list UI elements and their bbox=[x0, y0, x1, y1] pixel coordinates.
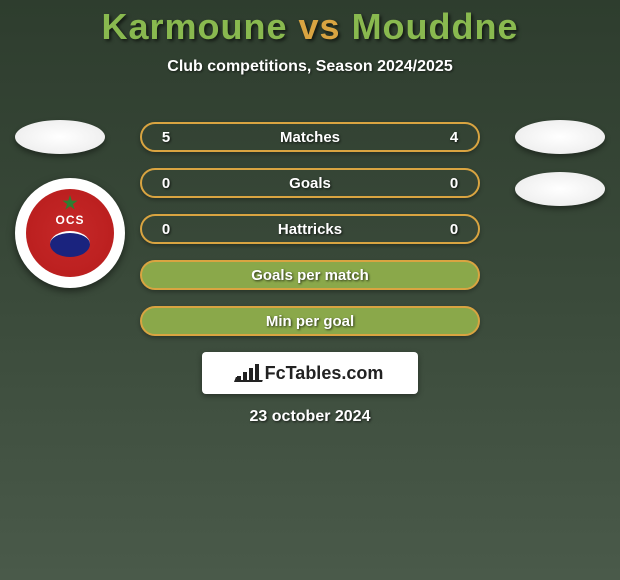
club-badge-inner: OCS bbox=[26, 189, 114, 277]
snapshot-date: 23 october 2024 bbox=[250, 408, 371, 426]
vs-separator: vs bbox=[299, 6, 341, 47]
stat-right-value: 0 bbox=[444, 221, 464, 238]
club-badge: OCS bbox=[15, 178, 125, 288]
player2-avatar-placeholder-2 bbox=[515, 172, 605, 206]
branding-box: FcTables.com bbox=[202, 352, 418, 394]
season-subtitle: Club competitions, Season 2024/2025 bbox=[0, 58, 620, 76]
bar-chart-icon bbox=[237, 364, 259, 382]
stat-label: Hattricks bbox=[278, 221, 342, 238]
player2-avatar-placeholder-1 bbox=[515, 120, 605, 154]
stat-bar: Goals per match bbox=[140, 260, 480, 290]
stat-bar: Min per goal bbox=[140, 306, 480, 336]
club-abbr: OCS bbox=[55, 213, 84, 227]
stat-right-value: 4 bbox=[444, 129, 464, 146]
stat-label: Goals bbox=[289, 175, 331, 192]
stat-bars: 5 Matches 4 0 Goals 0 0 Hattricks 0 Goals per mat… bbox=[140, 122, 480, 352]
club-ball-icon bbox=[50, 231, 90, 257]
stat-bar: 0 Goals 0 bbox=[140, 168, 480, 198]
stat-bar: 0 Hattricks 0 bbox=[140, 214, 480, 244]
player1-avatar-placeholder bbox=[15, 120, 105, 154]
player1-name: Karmoune bbox=[101, 6, 287, 47]
stat-label: Goals per match bbox=[251, 267, 369, 284]
stat-left-value: 5 bbox=[156, 129, 176, 146]
stat-bar: 5 Matches 4 bbox=[140, 122, 480, 152]
stat-label: Matches bbox=[280, 129, 340, 146]
branding-text: FcTables.com bbox=[265, 363, 384, 384]
stat-left-value: 0 bbox=[156, 175, 176, 192]
stat-left-value: 0 bbox=[156, 221, 176, 238]
stat-right-value: 0 bbox=[444, 175, 464, 192]
stat-label: Min per goal bbox=[266, 313, 354, 330]
comparison-title: Karmoune vs Mouddne bbox=[0, 0, 620, 48]
player2-name: Mouddne bbox=[352, 6, 519, 47]
